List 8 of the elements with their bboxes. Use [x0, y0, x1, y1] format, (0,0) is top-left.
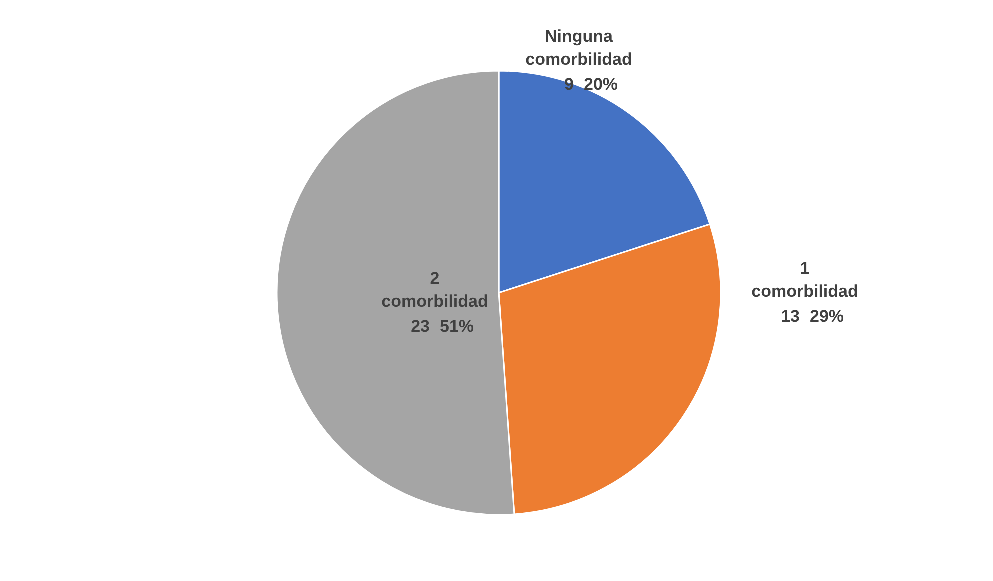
text: 29% [810, 307, 844, 326]
slice-label: Ninguna comorbilidad [526, 27, 632, 69]
text: 51% [440, 317, 474, 336]
data-label: 13 [781, 307, 800, 326]
slice-label: 2 comorbilidad [382, 269, 488, 311]
slice-label: 1 comorbilidad [752, 259, 858, 301]
text: 20% [584, 75, 618, 94]
data-label: 23 [411, 317, 430, 336]
